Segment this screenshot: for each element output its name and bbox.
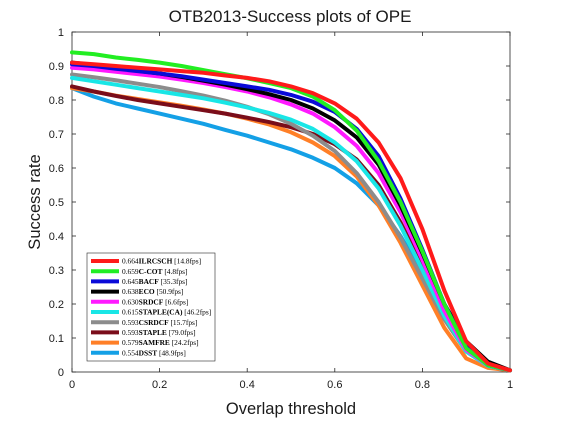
y-tick-label: 0.5 xyxy=(49,197,64,209)
series-lines xyxy=(70,50,512,373)
legend-entry-dsst: 0.554DSST [48.9fps] xyxy=(122,348,186,357)
y-axis-label: Success rate xyxy=(26,154,44,249)
legend-entry-csrdcf: 0.593CSRDCF [15.7fps] xyxy=(122,318,197,327)
chart-title: OTB2013-Success plots of OPE xyxy=(169,7,412,26)
x-axis-label: Overlap threshold xyxy=(226,400,356,418)
legend-entry-staple-ca-: 0.615STAPLE(CA) [46.2fps] xyxy=(122,308,211,317)
legend: 0.664ILRCSCH [14.8fps]0.659C-COT [4.8fps… xyxy=(86,252,216,362)
x-tick-label: 0.8 xyxy=(415,379,430,391)
y-tick-label: 0.6 xyxy=(49,163,64,175)
legend-entry-staple: 0.593STAPLE [79.0fps] xyxy=(122,328,196,337)
series-line-csrdcf xyxy=(70,72,512,373)
x-tick-label: 0.2 xyxy=(152,379,167,391)
y-tick-label: 0.7 xyxy=(49,129,64,141)
legend-entry-srdcf: 0.630SRDCF [6.6fps] xyxy=(122,297,188,306)
x-tick-label: 0.4 xyxy=(240,379,255,391)
y-tick-label: 1 xyxy=(58,27,64,39)
legend-entry-bacf: 0.645BACF [35.3fps] xyxy=(122,277,188,286)
y-tick-label: 0.9 xyxy=(49,61,64,73)
x-tick-label: 0.6 xyxy=(327,379,342,391)
series-line-ilrcsch xyxy=(70,60,512,373)
x-tick-label: 0 xyxy=(69,379,75,391)
y-tick-label: 0.2 xyxy=(49,299,64,311)
series-line-staple-ca- xyxy=(70,75,512,373)
legend-entry-eco: 0.638ECO [50.9fps] xyxy=(122,287,183,296)
y-tick-label: 0.4 xyxy=(49,231,64,243)
plot-area: 0 0.2 0.4 0.6 0.8 1 0 0.1 0.2 0.3 0.4 0.5 0.6 0.7 0.8 0… xyxy=(49,27,513,391)
y-tick-label: 0.3 xyxy=(49,265,64,277)
legend-entry-c-cot: 0.659C-COT [4.8fps] xyxy=(122,267,188,276)
legend-entry-samfre: 0.579SAMFRE [24.2fps] xyxy=(122,338,199,347)
y-tick-label: 0.1 xyxy=(49,333,64,345)
series-line-srdcf xyxy=(70,65,512,373)
y-tick-label: 0.8 xyxy=(49,95,64,107)
y-tick-label: 0 xyxy=(58,367,64,379)
x-tick-label: 1 xyxy=(507,379,513,391)
legend-entry-ilrcsch: 0.664ILRCSCH [14.8fps] xyxy=(122,257,201,266)
